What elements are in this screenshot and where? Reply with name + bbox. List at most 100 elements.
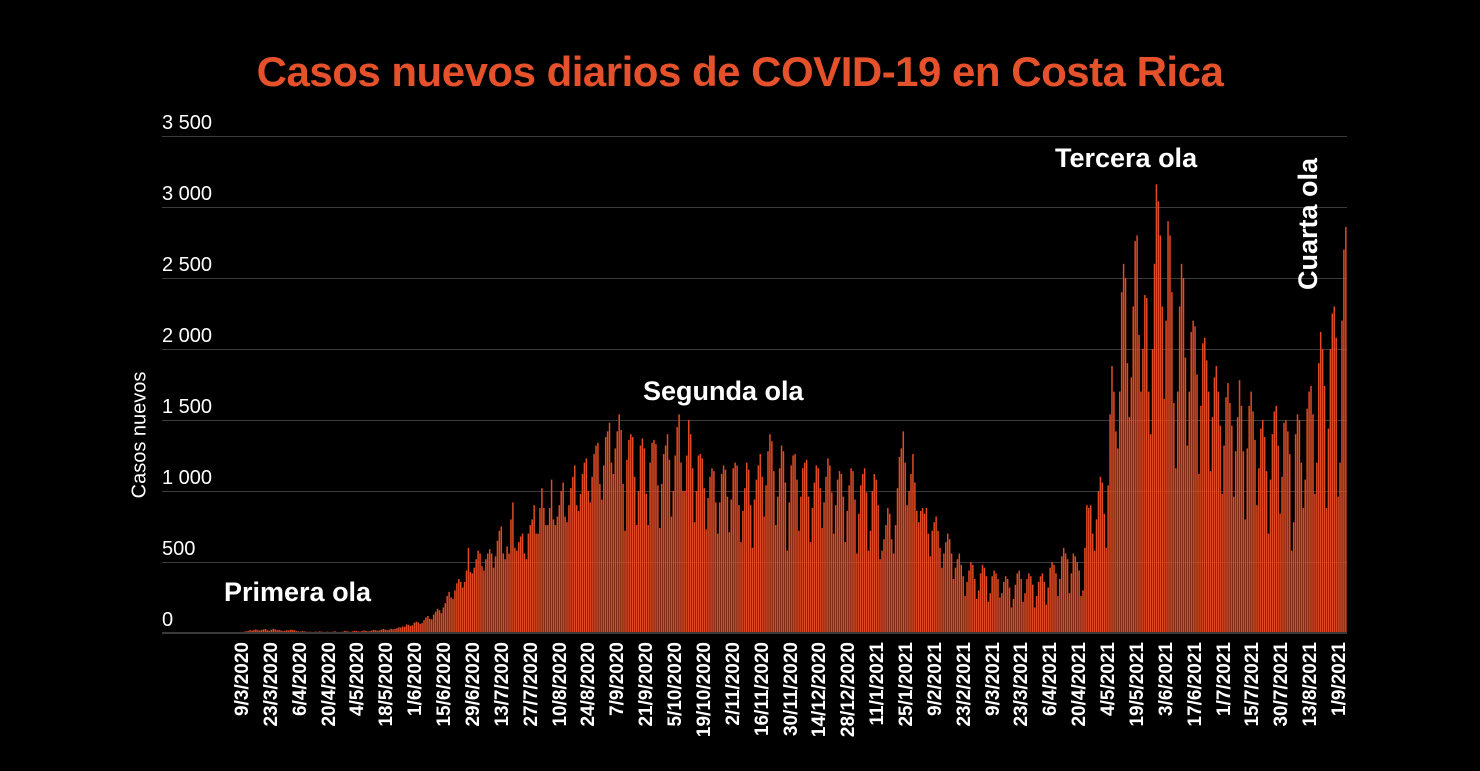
annotation-primera-ola: Primera ola	[224, 577, 372, 607]
daily-case-bar	[883, 539, 885, 633]
daily-case-bar	[1059, 579, 1061, 633]
y-axis-label: Casos nuevos	[128, 371, 151, 499]
daily-case-bar	[991, 576, 993, 633]
daily-case-bar	[465, 570, 468, 633]
daily-case-bar	[1122, 263, 1125, 633]
daily-case-bar	[593, 454, 595, 633]
daily-case-bar	[463, 581, 466, 633]
daily-case-bar	[407, 624, 410, 633]
daily-case-bar	[811, 508, 814, 633]
annotation-segunda-ola: Segunda ola	[643, 376, 804, 406]
daily-case-bar	[927, 533, 930, 633]
daily-case-bar	[647, 525, 649, 633]
daily-case-bar	[834, 505, 837, 633]
daily-case-bar	[1043, 581, 1046, 633]
x-tick-label: 7/9/2020	[607, 642, 629, 716]
daily-case-bar	[496, 540, 499, 633]
gridline-2500	[162, 278, 1347, 279]
daily-case-bar	[483, 570, 485, 633]
daily-case-bar	[514, 547, 516, 633]
daily-case-bar	[543, 508, 545, 633]
daily-case-bar	[1180, 263, 1183, 633]
daily-case-bar	[929, 556, 932, 633]
daily-case-bar	[838, 471, 841, 633]
daily-case-bar	[608, 422, 611, 633]
daily-case-bar	[1318, 363, 1320, 633]
daily-case-bar	[1310, 385, 1312, 633]
daily-case-bar	[800, 496, 802, 633]
daily-case-bar	[1113, 391, 1115, 633]
daily-case-bar	[744, 488, 746, 633]
daily-case-bar	[689, 434, 692, 633]
daily-case-bar	[533, 505, 535, 633]
daily-case-bar	[417, 622, 419, 633]
daily-case-bar	[620, 429, 622, 633]
daily-case-bar	[802, 468, 804, 633]
daily-case-bar	[365, 630, 367, 633]
daily-case-bar	[1219, 425, 1221, 633]
x-tick-label: 29/6/2020	[462, 642, 484, 727]
daily-case-bar	[398, 627, 400, 633]
daily-case-bar	[1070, 573, 1073, 633]
daily-case-bar	[1254, 439, 1256, 633]
daily-case-bar	[1053, 564, 1055, 633]
x-tick-label: 19/10/2020	[693, 642, 715, 738]
daily-case-bar	[832, 533, 835, 633]
daily-case-bar	[1289, 454, 1291, 633]
daily-case-bar	[805, 459, 808, 633]
daily-case-bar	[626, 459, 628, 633]
daily-case-bar	[1190, 331, 1192, 633]
daily-case-bar	[697, 455, 700, 633]
daily-case-bar	[923, 513, 926, 633]
daily-case-bar	[519, 536, 522, 633]
daily-case-bar	[384, 629, 387, 633]
daily-case-bar	[983, 567, 986, 633]
daily-case-bar	[769, 434, 771, 633]
daily-case-bar	[639, 445, 642, 633]
daily-case-bar	[1018, 570, 1020, 633]
daily-case-bar	[371, 630, 373, 633]
daily-case-bar	[865, 492, 868, 633]
daily-case-bar	[813, 482, 816, 633]
daily-case-bar	[575, 505, 578, 633]
daily-case-bar	[860, 485, 862, 633]
daily-case-bar	[745, 462, 748, 633]
daily-case-bar	[1035, 596, 1038, 633]
daily-case-bar	[1277, 445, 1279, 633]
daily-case-bar	[1209, 471, 1212, 633]
daily-case-bar	[1153, 263, 1156, 633]
daily-case-bar	[1306, 408, 1308, 633]
daily-case-bar	[906, 505, 908, 633]
daily-case-bar	[488, 549, 491, 633]
daily-case-bar	[1171, 292, 1173, 633]
daily-case-bar	[1074, 556, 1077, 633]
daily-case-bar	[1030, 576, 1032, 633]
daily-case-bar	[1039, 576, 1042, 633]
daily-case-bar	[1020, 579, 1022, 633]
daily-case-bar	[1117, 448, 1119, 633]
daily-case-bar	[1343, 249, 1345, 633]
daily-case-bar	[1290, 550, 1293, 633]
daily-case-bar	[672, 491, 675, 633]
daily-case-bar	[724, 469, 727, 633]
daily-case-bar	[264, 629, 267, 633]
daily-case-bar	[247, 630, 249, 633]
daily-case-bar	[585, 458, 588, 633]
daily-case-bar	[537, 533, 539, 633]
daily-case-bar	[977, 590, 980, 633]
daily-case-bar	[1144, 295, 1146, 633]
daily-case-bar	[1260, 428, 1262, 633]
daily-case-bar	[1279, 513, 1281, 633]
x-tick-label: 20/4/2021	[1069, 642, 1091, 727]
daily-case-bar	[258, 630, 261, 633]
x-tick-label: 9/3/2021	[982, 642, 1004, 716]
daily-case-bar	[941, 567, 943, 633]
daily-case-bar	[1167, 221, 1169, 633]
daily-case-bar	[902, 431, 905, 633]
daily-case-bar	[664, 445, 667, 633]
daily-case-bar	[662, 454, 665, 633]
daily-case-bar	[659, 527, 661, 633]
daily-case-bar	[405, 624, 408, 633]
daily-case-bar	[425, 617, 427, 633]
daily-case-bar	[680, 462, 682, 633]
